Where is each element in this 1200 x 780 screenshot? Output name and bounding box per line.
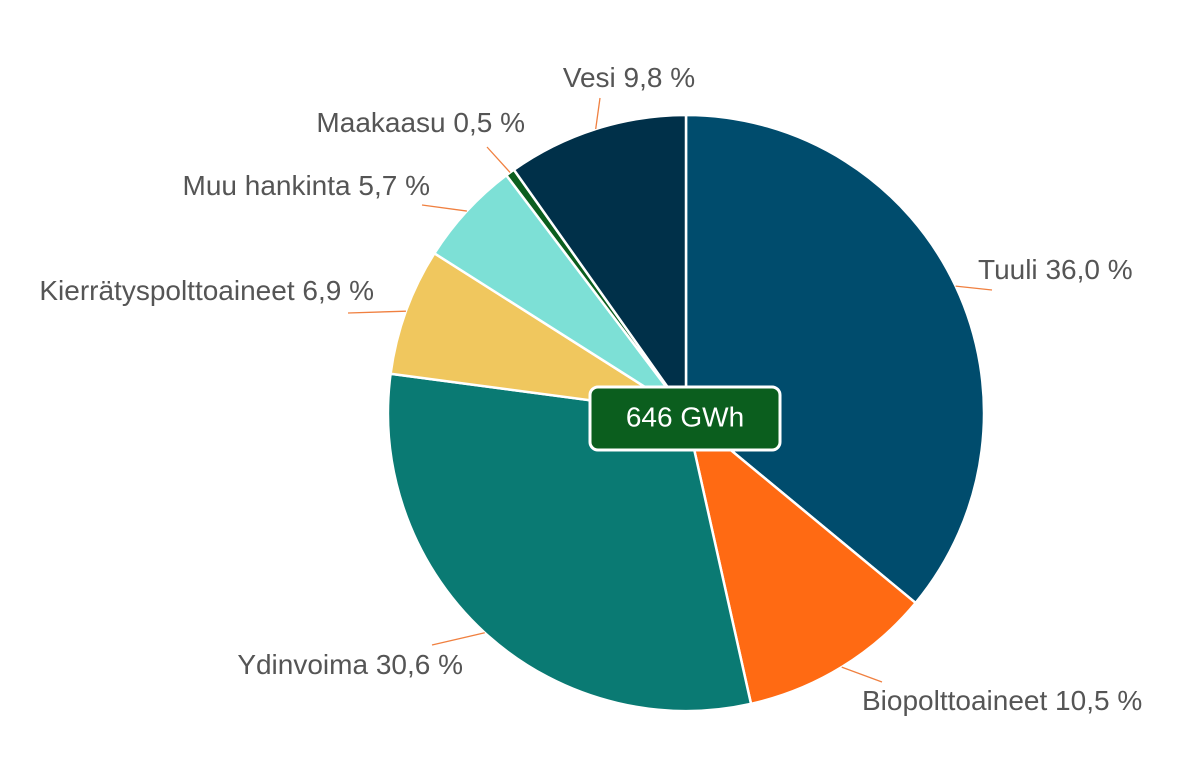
center-box [588, 385, 782, 452]
center-badge: 646 GWh [588, 385, 782, 452]
center-label: 646 GWh [626, 401, 744, 432]
value-label: 6,9 % [302, 275, 374, 306]
value-label: 30,6 % [376, 649, 463, 680]
category-name: Vesi [563, 62, 616, 93]
slice-label: Muu hankinta 5,7 % [183, 170, 431, 201]
value-label: 5,7 % [358, 170, 430, 201]
leader-line [486, 146, 511, 173]
category-name: Ydinvoima [237, 649, 368, 680]
leader-line [421, 204, 467, 212]
value-label: 9,8 % [624, 62, 696, 93]
slice [512, 113, 688, 417]
value-label: 10,5 % [1055, 685, 1142, 716]
category-name: Muu hankinta [183, 170, 352, 201]
slice-label: Vesi 9,8 % [563, 62, 695, 93]
slice-label: Maakaasu 0,5 % [316, 107, 525, 138]
slice [389, 251, 687, 415]
slice-label: Biopolttoaineet 10,5 % [862, 685, 1142, 716]
slice [684, 113, 986, 605]
pie [386, 113, 986, 713]
slice-label: Ydinvoima 30,6 % [237, 649, 463, 680]
leader-line [347, 310, 406, 314]
leader-line [595, 97, 601, 130]
category-name: Maakaasu [316, 107, 445, 138]
category-name: Tuuli [978, 254, 1038, 285]
slice-label: Tuuli 36,0 % [978, 254, 1133, 285]
category-name: Kierrätyspolttoaineet [39, 275, 294, 306]
leader-line [841, 666, 883, 683]
leader-line [955, 285, 993, 291]
value-label: 0,5 % [453, 107, 525, 138]
value-label: 36,0 % [1045, 254, 1132, 285]
slice-label: Kierrätyspolttoaineet 6,9 % [39, 275, 374, 306]
leader-line [431, 632, 485, 646]
category-name: Biopolttoaineet [862, 685, 1047, 716]
labels: Tuuli 36,0 % Biopolttoaineet 10,5 % Ydinvo… [39, 62, 1142, 716]
